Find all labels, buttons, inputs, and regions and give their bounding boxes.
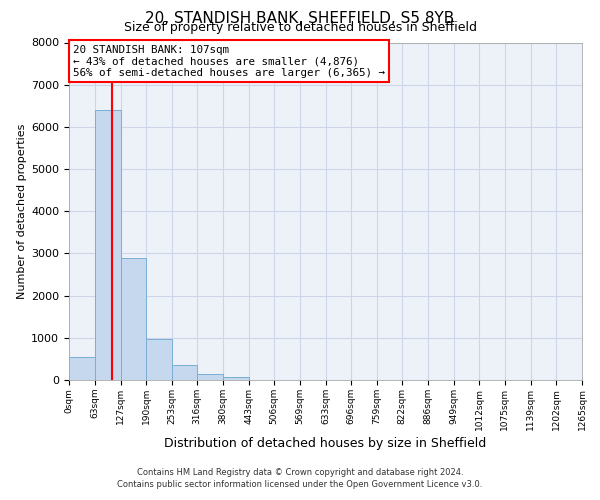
Bar	[172, 365, 197, 380]
Text: Size of property relative to detached houses in Sheffield: Size of property relative to detached ho…	[124, 21, 476, 34]
Bar	[146, 339, 172, 380]
Bar	[197, 374, 223, 380]
X-axis label: Distribution of detached houses by size in Sheffield: Distribution of detached houses by size …	[164, 436, 487, 450]
Text: Contains HM Land Registry data © Crown copyright and database right 2024.
Contai: Contains HM Land Registry data © Crown c…	[118, 468, 482, 489]
Text: 20, STANDISH BANK, SHEFFIELD, S5 8YB: 20, STANDISH BANK, SHEFFIELD, S5 8YB	[145, 11, 455, 26]
Bar	[223, 376, 248, 380]
Bar	[121, 258, 146, 380]
Y-axis label: Number of detached properties: Number of detached properties	[17, 124, 27, 299]
Bar	[95, 110, 121, 380]
Bar	[69, 357, 95, 380]
Text: 20 STANDISH BANK: 107sqm
← 43% of detached houses are smaller (4,876)
56% of sem: 20 STANDISH BANK: 107sqm ← 43% of detach…	[73, 44, 385, 78]
